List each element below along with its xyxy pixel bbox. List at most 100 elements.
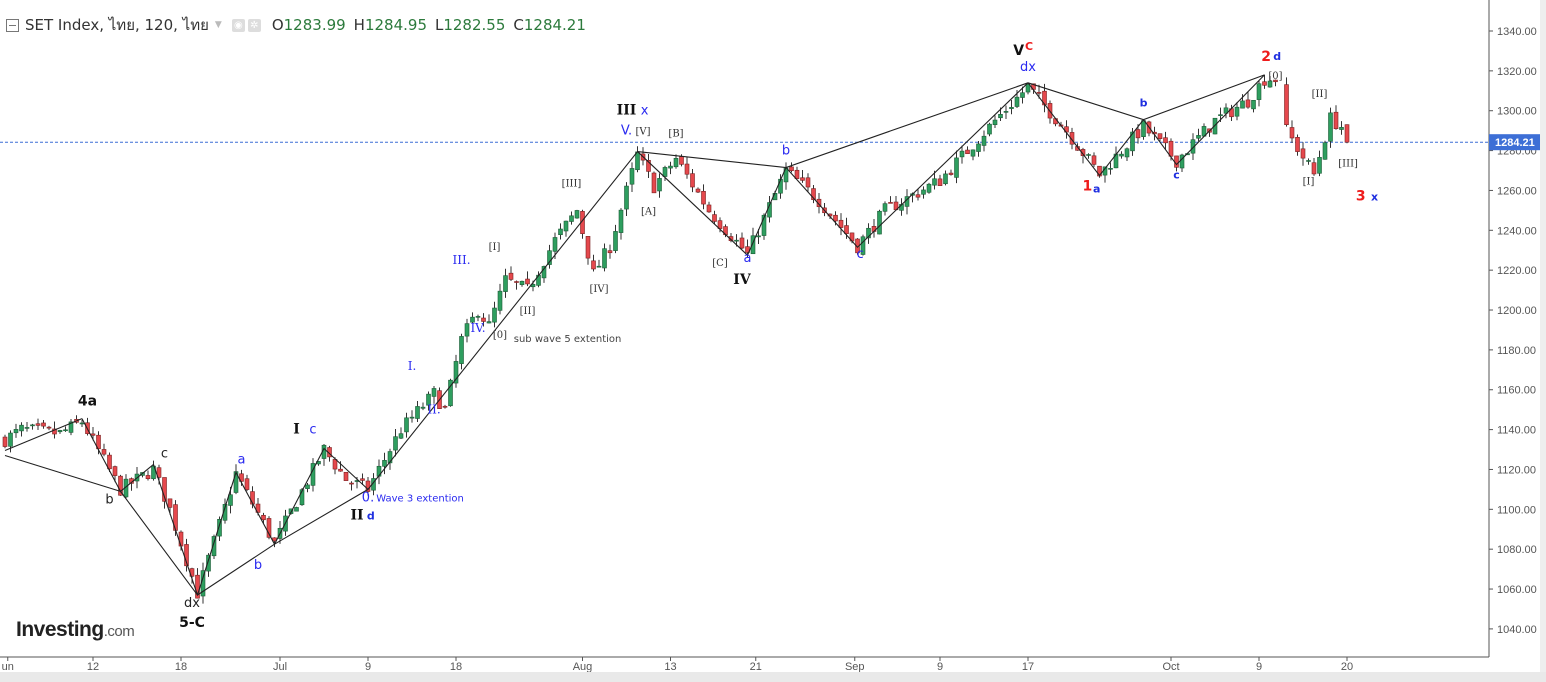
candle-up (1223, 107, 1229, 114)
candle-down (360, 478, 365, 481)
y-tick-label: 1160.00 (1497, 385, 1536, 397)
candle-up (750, 235, 756, 255)
x-tick-label: Jul (273, 661, 287, 673)
wave-label: [V] (635, 127, 650, 138)
candle-down (1262, 81, 1267, 86)
candle-up (387, 451, 393, 464)
candle-up (431, 388, 437, 397)
wave-label: d (1273, 50, 1281, 63)
candle-up (497, 290, 503, 311)
y-tick-label: 1180.00 (1497, 345, 1536, 357)
candle-up (882, 203, 888, 212)
candle-down (2, 436, 8, 447)
candle-down (1080, 149, 1086, 156)
candle-down (1284, 84, 1289, 126)
candle-up (217, 518, 222, 537)
candle-up (492, 307, 497, 323)
ohlc-close: C1284.21 (513, 16, 586, 34)
wave-label: [C] (712, 258, 728, 269)
candle-down (156, 467, 162, 478)
candle-down (525, 278, 530, 285)
wave-label: IV (733, 272, 752, 288)
candle-up (57, 430, 63, 433)
candle-down (833, 214, 838, 222)
candle-up (558, 228, 563, 236)
candle-down (739, 237, 745, 249)
wave-label: Wave 3 extention (376, 493, 464, 504)
candle-up (8, 432, 13, 447)
candle-up (459, 336, 464, 364)
candle-down (965, 149, 970, 155)
candle-up (635, 151, 640, 171)
x-tick-label: Sep (845, 661, 865, 673)
last-price-badge (1489, 134, 1540, 151)
candle-down (1344, 124, 1350, 143)
symbol-title[interactable]: SET Index, ไทย, 120, ไทย (25, 16, 209, 34)
candle-up (68, 421, 74, 433)
candle-down (178, 531, 184, 547)
candle-down (794, 169, 800, 179)
x-tick-label: 9 (1256, 661, 1262, 673)
x-tick-label: un (2, 661, 14, 673)
candle-down (695, 188, 701, 193)
wave-label: c (1173, 168, 1180, 181)
collapse-icon[interactable] (6, 18, 19, 32)
candle-down (41, 422, 46, 427)
candle-down (1168, 140, 1174, 157)
wave-label: I (293, 422, 300, 438)
right-scrollbar[interactable] (1540, 0, 1546, 682)
chart-legend-header: SET Index, ไทย, 120, ไทย ▼ ◉ ✲ O1283.99 … (6, 13, 586, 37)
wave-label: 4a (78, 394, 97, 410)
candle-down (1157, 133, 1163, 139)
wave-label: c (857, 247, 864, 262)
candle-up (1251, 99, 1256, 110)
candle-down (46, 426, 52, 429)
candle-down (651, 172, 657, 194)
candle-up (1014, 96, 1020, 107)
candle-down (338, 468, 343, 472)
candle-up (981, 135, 987, 146)
candle-up (552, 237, 558, 252)
candle-down (244, 478, 250, 490)
eye-icon[interactable]: ◉ (231, 18, 245, 32)
candle-up (30, 424, 35, 427)
candle-up (756, 235, 761, 238)
candle-down (816, 198, 822, 208)
x-tick-label: 20 (1341, 661, 1353, 673)
wave-label: 3 (1356, 188, 1366, 204)
candle-up (1267, 80, 1273, 88)
candle-down (195, 574, 200, 599)
candle-up (426, 393, 431, 406)
investing-logo: Investing.com (16, 618, 135, 641)
y-tick-label: 1240.00 (1497, 225, 1537, 237)
candle-up (1328, 112, 1333, 142)
candle-up (613, 231, 618, 251)
wave-label: II. (427, 403, 440, 417)
x-tick-label: 9 (365, 661, 371, 673)
wave-label: [I] (1303, 176, 1315, 187)
candle-down (1135, 129, 1141, 139)
wave-label: dx (1020, 60, 1036, 75)
x-tick-label: Oct (1162, 661, 1179, 673)
elliott-wave-line (197, 151, 638, 596)
y-tick-label: 1340.00 (1497, 26, 1537, 38)
candle-down (684, 163, 690, 175)
chevron-down-icon[interactable]: ▼ (214, 20, 222, 30)
wave-label: a (1093, 182, 1100, 195)
candle-up (1339, 127, 1344, 130)
wave-label: [0] (1268, 71, 1282, 82)
candle-up (1124, 148, 1130, 158)
wave-label: 5-C (179, 615, 205, 631)
bottom-scrollbar[interactable] (0, 672, 1546, 682)
candle-up (1130, 131, 1135, 152)
gear-icon[interactable]: ✲ (247, 18, 261, 32)
elliott-wave-line (637, 82, 1029, 169)
wave-label: b (1140, 97, 1148, 110)
candle-up (954, 157, 959, 178)
candle-down (266, 518, 272, 538)
candle-up (1003, 111, 1009, 113)
candle-up (453, 361, 459, 384)
candle-down (343, 471, 349, 481)
